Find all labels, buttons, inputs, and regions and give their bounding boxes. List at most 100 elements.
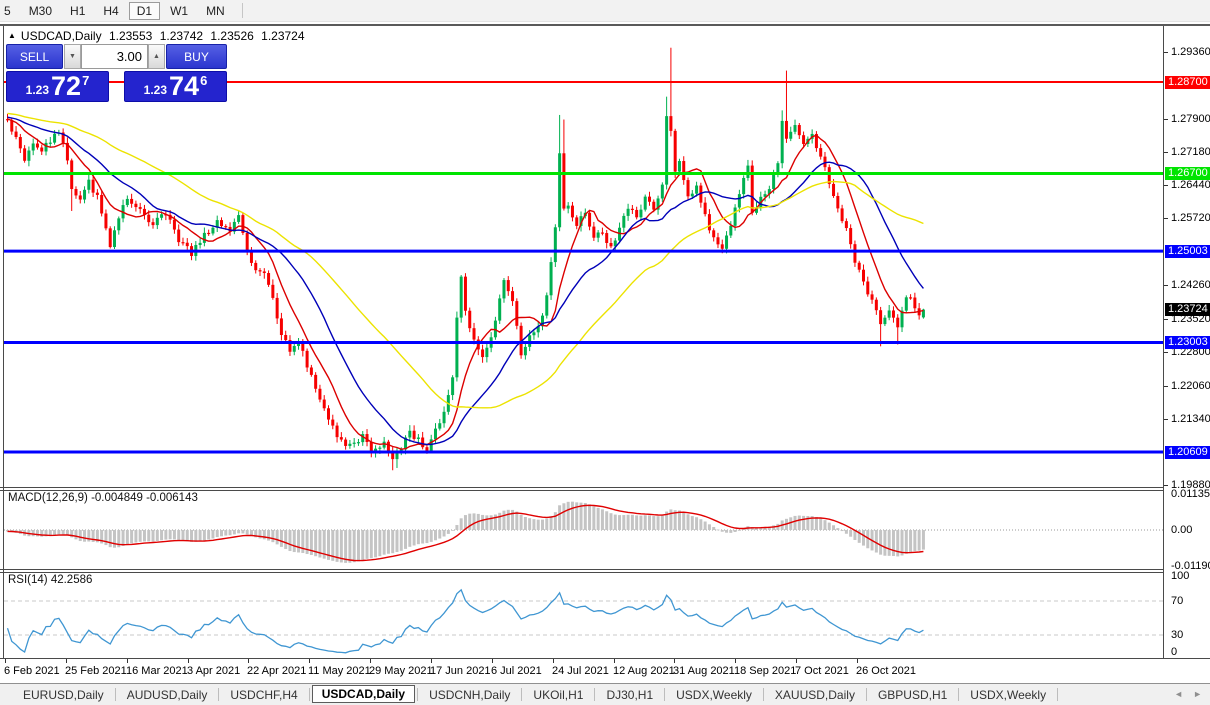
tab-divider — [218, 688, 220, 701]
tab-xauusd-daily[interactable]: XAUUSD,Daily — [774, 687, 855, 702]
tab-divider — [521, 688, 523, 701]
tab-gbpusd-h1[interactable]: GBPUSD,H1 — [877, 687, 948, 702]
timeframe-w1[interactable]: W1 — [170, 3, 189, 18]
toolbar-separator — [241, 3, 243, 18]
time-tick-label: 11 May 2021 — [308, 665, 371, 677]
timeframe-mn[interactable]: MN — [206, 3, 225, 18]
price-tick-label: 1.22800 — [1171, 346, 1210, 358]
time-tick-label: 25 Feb 2021 — [65, 665, 127, 677]
price-level-badge: 1.28700 — [1165, 76, 1210, 89]
macd-histogram — [6, 501, 925, 563]
time-tick-label: 16 Mar 2021 — [126, 665, 188, 677]
price-tick-label: 1.21340 — [1171, 413, 1210, 425]
ma-fast-line — [7, 118, 924, 450]
tabs-scroll-right-icon[interactable]: ► — [1193, 689, 1202, 699]
time-axis[interactable]: 6 Feb 2021 25 Feb 2021 16 Mar 2021 3 Apr 20… — [0, 659, 1210, 683]
chart-window-border — [0, 24, 1210, 26]
ma-slow-line — [7, 112, 924, 409]
timeframe-d1[interactable]: D1 — [128, 1, 161, 20]
price-tick-mark — [1164, 485, 1168, 486]
price-level-badge: 1.26700 — [1165, 167, 1210, 180]
price-axis[interactable]: 1.29360 1.27900 1.27180 1.26440 1.25720 1.242… — [1163, 26, 1210, 658]
tab-usdchf-h4[interactable]: USDCHF,H4 — [230, 687, 298, 702]
price-chart-panel[interactable] — [0, 26, 1163, 487]
sell-price-box[interactable]: 1.23 72 7 — [6, 71, 109, 102]
volume-increase-button[interactable]: ▲ — [148, 44, 165, 69]
rsi-panel[interactable] — [0, 573, 1163, 658]
price-tick-mark — [1164, 285, 1168, 286]
sell-price-pip: 7 — [82, 73, 90, 88]
price-tick-mark — [1164, 185, 1168, 186]
tab-scroll-arrows: ◄ ► — [1164, 689, 1202, 699]
buy-price-big: 74 — [169, 71, 200, 101]
time-tick-label: 17 Jun 2021 — [430, 665, 491, 677]
timeframe-toolbar: 5 M30 H1 H4 D1 W1 MN — [0, 0, 1210, 22]
time-tick-mark — [796, 659, 797, 663]
price-tick-label: 1.22060 — [1171, 380, 1210, 392]
macd-signal-line — [7, 504, 924, 562]
price-tick-mark — [1164, 152, 1168, 153]
tab-divider — [308, 688, 310, 701]
tabs-scroll-left-icon[interactable]: ◄ — [1174, 689, 1184, 699]
chevron-down-icon: ▼ — [69, 53, 76, 60]
panel-separator[interactable] — [0, 569, 1210, 573]
tab-divider — [594, 688, 596, 701]
symbol-period-label: USDCAD,Daily — [20, 29, 102, 43]
panel-separator[interactable] — [0, 487, 1210, 491]
rsi-line — [6, 588, 924, 654]
rsi-axis-label: 100 — [1171, 570, 1190, 582]
sell-price-prefix: 1.23 — [25, 83, 50, 97]
current-price-badge: 1.23724 — [1165, 303, 1210, 316]
tab-ukoil-h1[interactable]: UKOil,H1 — [533, 687, 584, 702]
buy-price-pip: 6 — [200, 73, 208, 88]
time-axis-line — [0, 658, 1210, 659]
tab-usdx-weekly[interactable]: USDX,Weekly — [676, 687, 752, 702]
timeframe-h1[interactable]: H1 — [70, 3, 86, 18]
price-level-badge: 1.20609 — [1165, 446, 1210, 459]
volume-decrease-button[interactable]: ▼ — [64, 44, 81, 69]
tab-eurusd-daily[interactable]: EURUSD,Daily — [23, 687, 104, 702]
tab-usdcnh-daily[interactable]: USDCNH,Daily — [429, 687, 511, 702]
macd-panel[interactable] — [0, 491, 1163, 569]
buy-price-box[interactable]: 1.23 74 6 — [124, 71, 227, 102]
price-tick-mark — [1164, 352, 1168, 353]
one-click-trading-widget: SELL ▼ 3.00 ▲ BUY 1.23 72 7 1.23 74 6 — [6, 44, 227, 102]
rsi-axis-label: 70 — [1171, 595, 1184, 607]
time-tick-mark — [248, 659, 249, 663]
ohlc-low: 1.23526 — [210, 29, 254, 43]
sell-button[interactable]: SELL — [6, 44, 63, 69]
price-tick-label: 1.19880 — [1171, 479, 1210, 491]
collapse-icon[interactable]: ▲ — [8, 31, 16, 40]
macd-indicator-label: MACD(12,26,9) -0.004849 -0.006143 — [8, 492, 198, 504]
chart-tabs: EURUSD,Daily AUDUSD,Daily USDCHF,H4 USDCAD,… — [0, 683, 1210, 705]
price-level-badge: 1.23003 — [1165, 336, 1210, 349]
timeframe-m30[interactable]: M30 — [28, 3, 53, 18]
chart-title: ▲ USDCAD,Daily 1.23553 1.23742 1.23526 1.… — [8, 29, 309, 43]
rsi-axis-label: 0 — [1171, 646, 1178, 658]
price-tick-mark — [1164, 319, 1168, 320]
time-tick-mark — [492, 659, 493, 663]
volume-input[interactable]: 3.00 — [81, 44, 148, 69]
tab-usdcad-daily[interactable]: USDCAD,Daily — [311, 685, 416, 703]
macd-axis-label: -0.011904 — [1171, 560, 1210, 572]
price-level-badge: 1.25003 — [1165, 245, 1210, 258]
buy-price-prefix: 1.23 — [143, 83, 168, 97]
tab-dj30-h1[interactable]: DJ30,H1 — [606, 687, 654, 702]
tab-divider — [865, 688, 867, 701]
timeframe-h4[interactable]: H4 — [103, 3, 119, 18]
ohlc-open: 1.23553 — [108, 29, 153, 43]
chart-left-border — [3, 26, 4, 658]
time-tick-label: 22 Apr 2021 — [247, 665, 307, 677]
chevron-up-icon: ▲ — [153, 53, 160, 60]
price-tick-label: 1.24260 — [1171, 279, 1210, 291]
timeframe-5[interactable]: 5 — [4, 3, 11, 18]
time-tick-mark — [553, 659, 554, 663]
price-tick-mark — [1164, 52, 1168, 53]
tab-usdx-weekly[interactable]: USDX,Weekly — [970, 687, 1047, 702]
buy-button[interactable]: BUY — [166, 44, 227, 69]
price-tick-label: 1.26440 — [1171, 179, 1210, 191]
time-tick-mark — [309, 659, 310, 663]
time-tick-mark — [127, 659, 128, 663]
tab-audusd-daily[interactable]: AUDUSD,Daily — [126, 687, 208, 702]
